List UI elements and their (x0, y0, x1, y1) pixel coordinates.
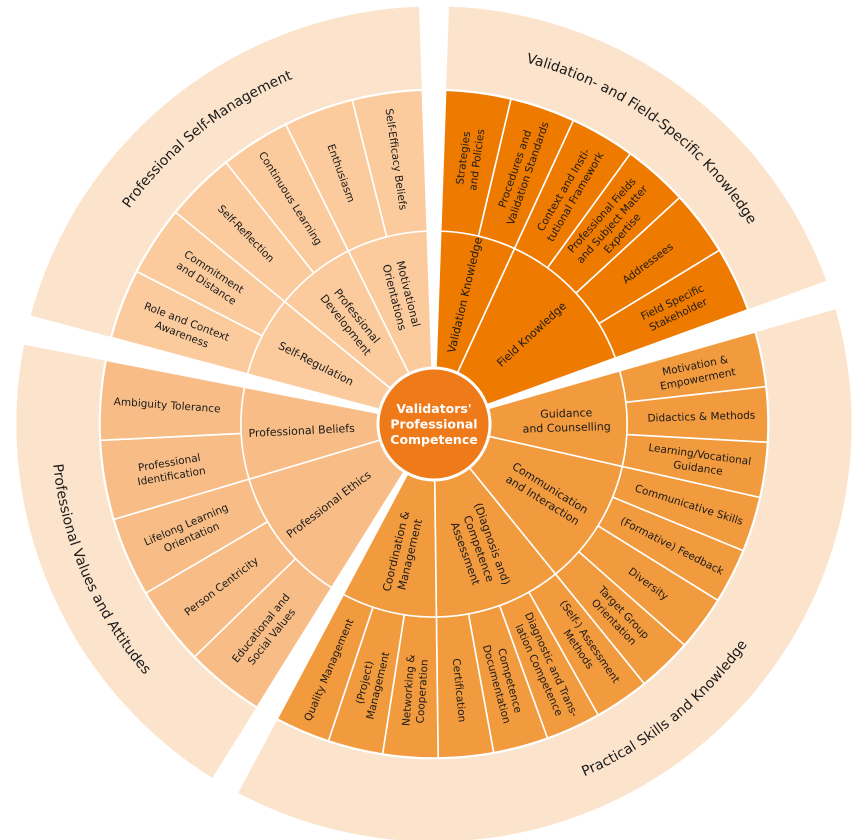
label-line: Didactics & Methods (647, 410, 755, 425)
label-line: Guidance (540, 406, 593, 420)
quadrant-band-validation-and-field-specific-knowledge (445, 5, 828, 310)
center-label-line: Validators' (396, 401, 471, 416)
center-hub: Validators' Professional Competence (376, 366, 492, 482)
center-label: Validators' Professional Competence (390, 401, 477, 447)
center-label-line: Professional (390, 417, 477, 432)
quadrant-band-practical-skills-and-knowledge (237, 308, 853, 840)
quadrant-bands: Validation- and Field-Specific Knowledge… (15, 5, 853, 840)
label-line: Cooperation (414, 659, 431, 724)
competence-groups: Validation Knowledge Field KnowledgeGuida… (240, 230, 628, 618)
group-label-professional-beliefs: Professional Beliefs (248, 422, 355, 440)
quadrant-band-professional-self-management (29, 5, 423, 338)
label-line: Professional Beliefs (248, 422, 355, 440)
quadrant-band-professional-values-and-attitudes (15, 343, 258, 780)
competence-items: Strategiesand Policies Procedures andVali… (99, 89, 769, 759)
item-label-didactics-methods: Didactics & Methods (647, 410, 755, 425)
label-line: and Counselling (522, 420, 611, 436)
group-label-guidance-and-counselling: Guidanceand Counselling (522, 406, 611, 436)
center-label-line: Competence (390, 432, 477, 447)
center-circle (376, 366, 492, 482)
item-label-networking-cooperation: Networking &Cooperation (400, 654, 431, 727)
label-line: Networking & (400, 654, 417, 726)
